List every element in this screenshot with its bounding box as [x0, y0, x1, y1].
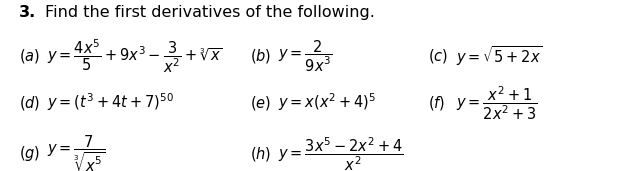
Text: $y = \sqrt{5 + 2x}$: $y = \sqrt{5 + 2x}$ — [456, 44, 543, 68]
Text: $y = \dfrac{3x^5 - 2x^2 + 4}{x^2}$: $y = \dfrac{3x^5 - 2x^2 + 4}{x^2}$ — [278, 135, 404, 171]
Text: $y = \dfrac{x^2 + 1}{2x^2 + 3}$: $y = \dfrac{x^2 + 1}{2x^2 + 3}$ — [456, 84, 538, 122]
Text: Find the first derivatives of the following.: Find the first derivatives of the follow… — [45, 5, 375, 20]
Text: $\mathit{(c)}$: $\mathit{(c)}$ — [428, 47, 448, 65]
Text: $\mathit{(g)}$: $\mathit{(g)}$ — [19, 144, 40, 163]
Text: $y = (t^3 + 4t + 7)^{50}$: $y = (t^3 + 4t + 7)^{50}$ — [47, 92, 174, 113]
Text: $y = \dfrac{4x^5}{5} + 9x^3 - \dfrac{3}{x^2} + \sqrt[3]{x}$: $y = \dfrac{4x^5}{5} + 9x^3 - \dfrac{3}{… — [47, 37, 222, 75]
Text: $y = \dfrac{7}{\sqrt[3]{x^5}}$: $y = \dfrac{7}{\sqrt[3]{x^5}}$ — [47, 134, 106, 171]
Text: $\mathit{(h)}$: $\mathit{(h)}$ — [250, 145, 271, 163]
Text: $\mathit{(e)}$: $\mathit{(e)}$ — [250, 94, 271, 112]
Text: $\mathit{(d)}$: $\mathit{(d)}$ — [19, 94, 40, 112]
Text: $\mathit{(b)}$: $\mathit{(b)}$ — [250, 47, 271, 65]
Text: $\mathit{(a)}$: $\mathit{(a)}$ — [19, 47, 40, 65]
Text: 3.: 3. — [19, 5, 36, 20]
Text: $y = \dfrac{2}{9x^3}$: $y = \dfrac{2}{9x^3}$ — [278, 39, 332, 74]
Text: $\mathit{(f)}$: $\mathit{(f)}$ — [428, 94, 446, 112]
Text: $y = x(x^2 + 4)^5$: $y = x(x^2 + 4)^5$ — [278, 92, 376, 113]
